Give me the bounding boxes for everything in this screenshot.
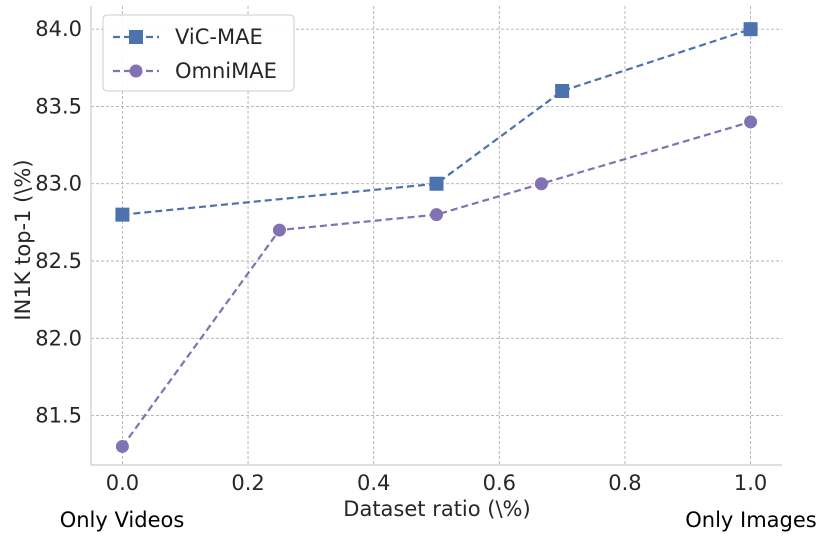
- x-axis-ticks: 0.0 0.2 0.4 0.6 0.8 1.0: [106, 471, 768, 495]
- legend-label: ViC-MAE: [175, 25, 263, 49]
- data-point: [272, 223, 286, 237]
- y-tick-label: 83.0: [35, 172, 82, 196]
- x-tick-label: 0.2: [231, 471, 264, 495]
- series-omnimae: [115, 115, 758, 453]
- x-tick-label: 0.8: [608, 471, 641, 495]
- x-tick-label: 0.4: [357, 471, 390, 495]
- legend-marker: [129, 64, 143, 78]
- y-tick-label: 82.5: [35, 249, 82, 273]
- x-tick-label: 0.0: [106, 471, 139, 495]
- y-tick-label: 84.0: [35, 17, 82, 41]
- y-axis-ticks: 81.5 82.0 82.5 83.0 83.5 84.0: [35, 17, 82, 427]
- x-tick-label: 1.0: [734, 471, 767, 495]
- legend-item-omnimae: OmniMAE: [113, 59, 277, 83]
- annotation-only-videos: Only Videos: [60, 508, 185, 532]
- legend-marker: [129, 30, 143, 44]
- y-tick-label: 82.0: [35, 326, 82, 350]
- annotation-only-images: Only Images: [685, 508, 817, 532]
- data-point: [744, 115, 758, 129]
- y-axis-label: IN1K top-1 (\%): [11, 159, 35, 320]
- y-tick-label: 83.5: [35, 94, 82, 118]
- x-tick-label: 0.6: [483, 471, 516, 495]
- series-group: [115, 22, 758, 453]
- axes: [90, 6, 782, 466]
- series-vic-mae: [115, 22, 758, 222]
- series-line: [122, 28, 751, 216]
- data-point: [743, 22, 758, 37]
- x-axis-label: Dataset ratio (\%): [343, 497, 530, 521]
- data-point: [429, 176, 444, 191]
- legend-label: OmniMAE: [175, 59, 277, 83]
- series-line: [121, 120, 751, 448]
- legend-item-vic-mae: ViC-MAE: [113, 25, 263, 49]
- data-point: [430, 208, 443, 222]
- legend: ViC-MAE OmniMAE: [102, 14, 295, 92]
- y-tick-label: 81.5: [35, 404, 82, 428]
- data-point: [115, 207, 130, 222]
- data-point: [115, 439, 129, 453]
- data-point: [555, 84, 570, 98]
- data-point: [534, 177, 548, 191]
- grid: [91, 6, 782, 465]
